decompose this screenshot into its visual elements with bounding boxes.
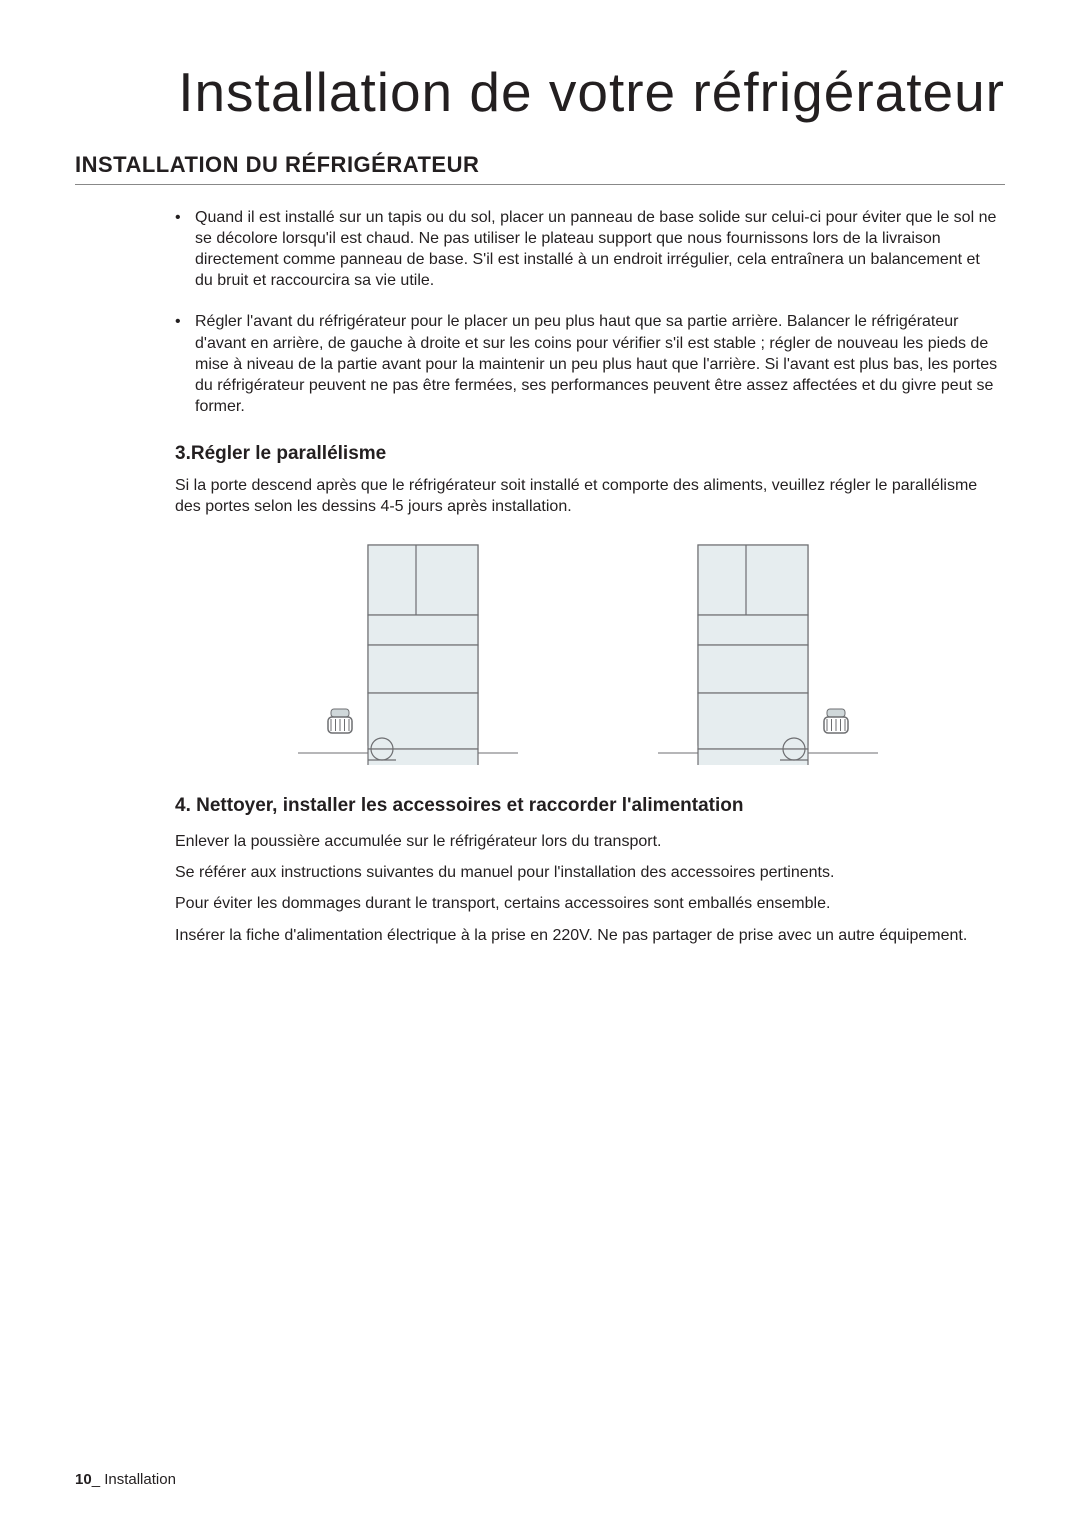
step4-item: Enlever la poussière accumulée sur le ré… (175, 831, 1000, 852)
step4-list: Enlever la poussière accumulée sur le ré… (175, 831, 1000, 945)
bullet-text: Régler l'avant du réfrigérateur pour le … (195, 313, 997, 414)
section-title: INSTALLATION DU RÉFRIGÉRATEUR (75, 152, 1005, 185)
bullet-text: Quand il est installé sur un tapis ou du… (195, 209, 996, 289)
page: Installation de votre réfrigérateur INST… (0, 0, 1080, 1530)
fridge-diagram-left (298, 535, 518, 765)
step4-item: Pour éviter les dommages durant le trans… (175, 893, 1000, 914)
page-number: 10 (75, 1471, 92, 1488)
page-footer: 10_ Installation (75, 1471, 176, 1488)
figures-row (175, 535, 1000, 765)
step3-text: Si la porte descend après que le réfrigé… (175, 475, 1000, 517)
footer-section: Installation (104, 1471, 176, 1488)
list-item: Régler l'avant du réfrigérateur pour le … (175, 311, 1000, 417)
page-title: Installation de votre réfrigérateur (75, 60, 1005, 124)
step3-heading: 3.Régler le parallélisme (175, 443, 1000, 465)
content-area: Quand il est installé sur un tapis ou du… (75, 207, 1005, 946)
step4-item: Se référer aux instructions suivantes du… (175, 862, 1000, 883)
step4-item: Insérer la fiche d'alimentation électriq… (175, 925, 1000, 946)
install-bullet-list: Quand il est installé sur un tapis ou du… (175, 207, 1000, 417)
fridge-diagram-right (658, 535, 878, 765)
step4-heading: 4. Nettoyer, installer les accessoires e… (175, 795, 1000, 817)
list-item: Quand il est installé sur un tapis ou du… (175, 207, 1000, 291)
footer-separator: _ (92, 1471, 105, 1488)
